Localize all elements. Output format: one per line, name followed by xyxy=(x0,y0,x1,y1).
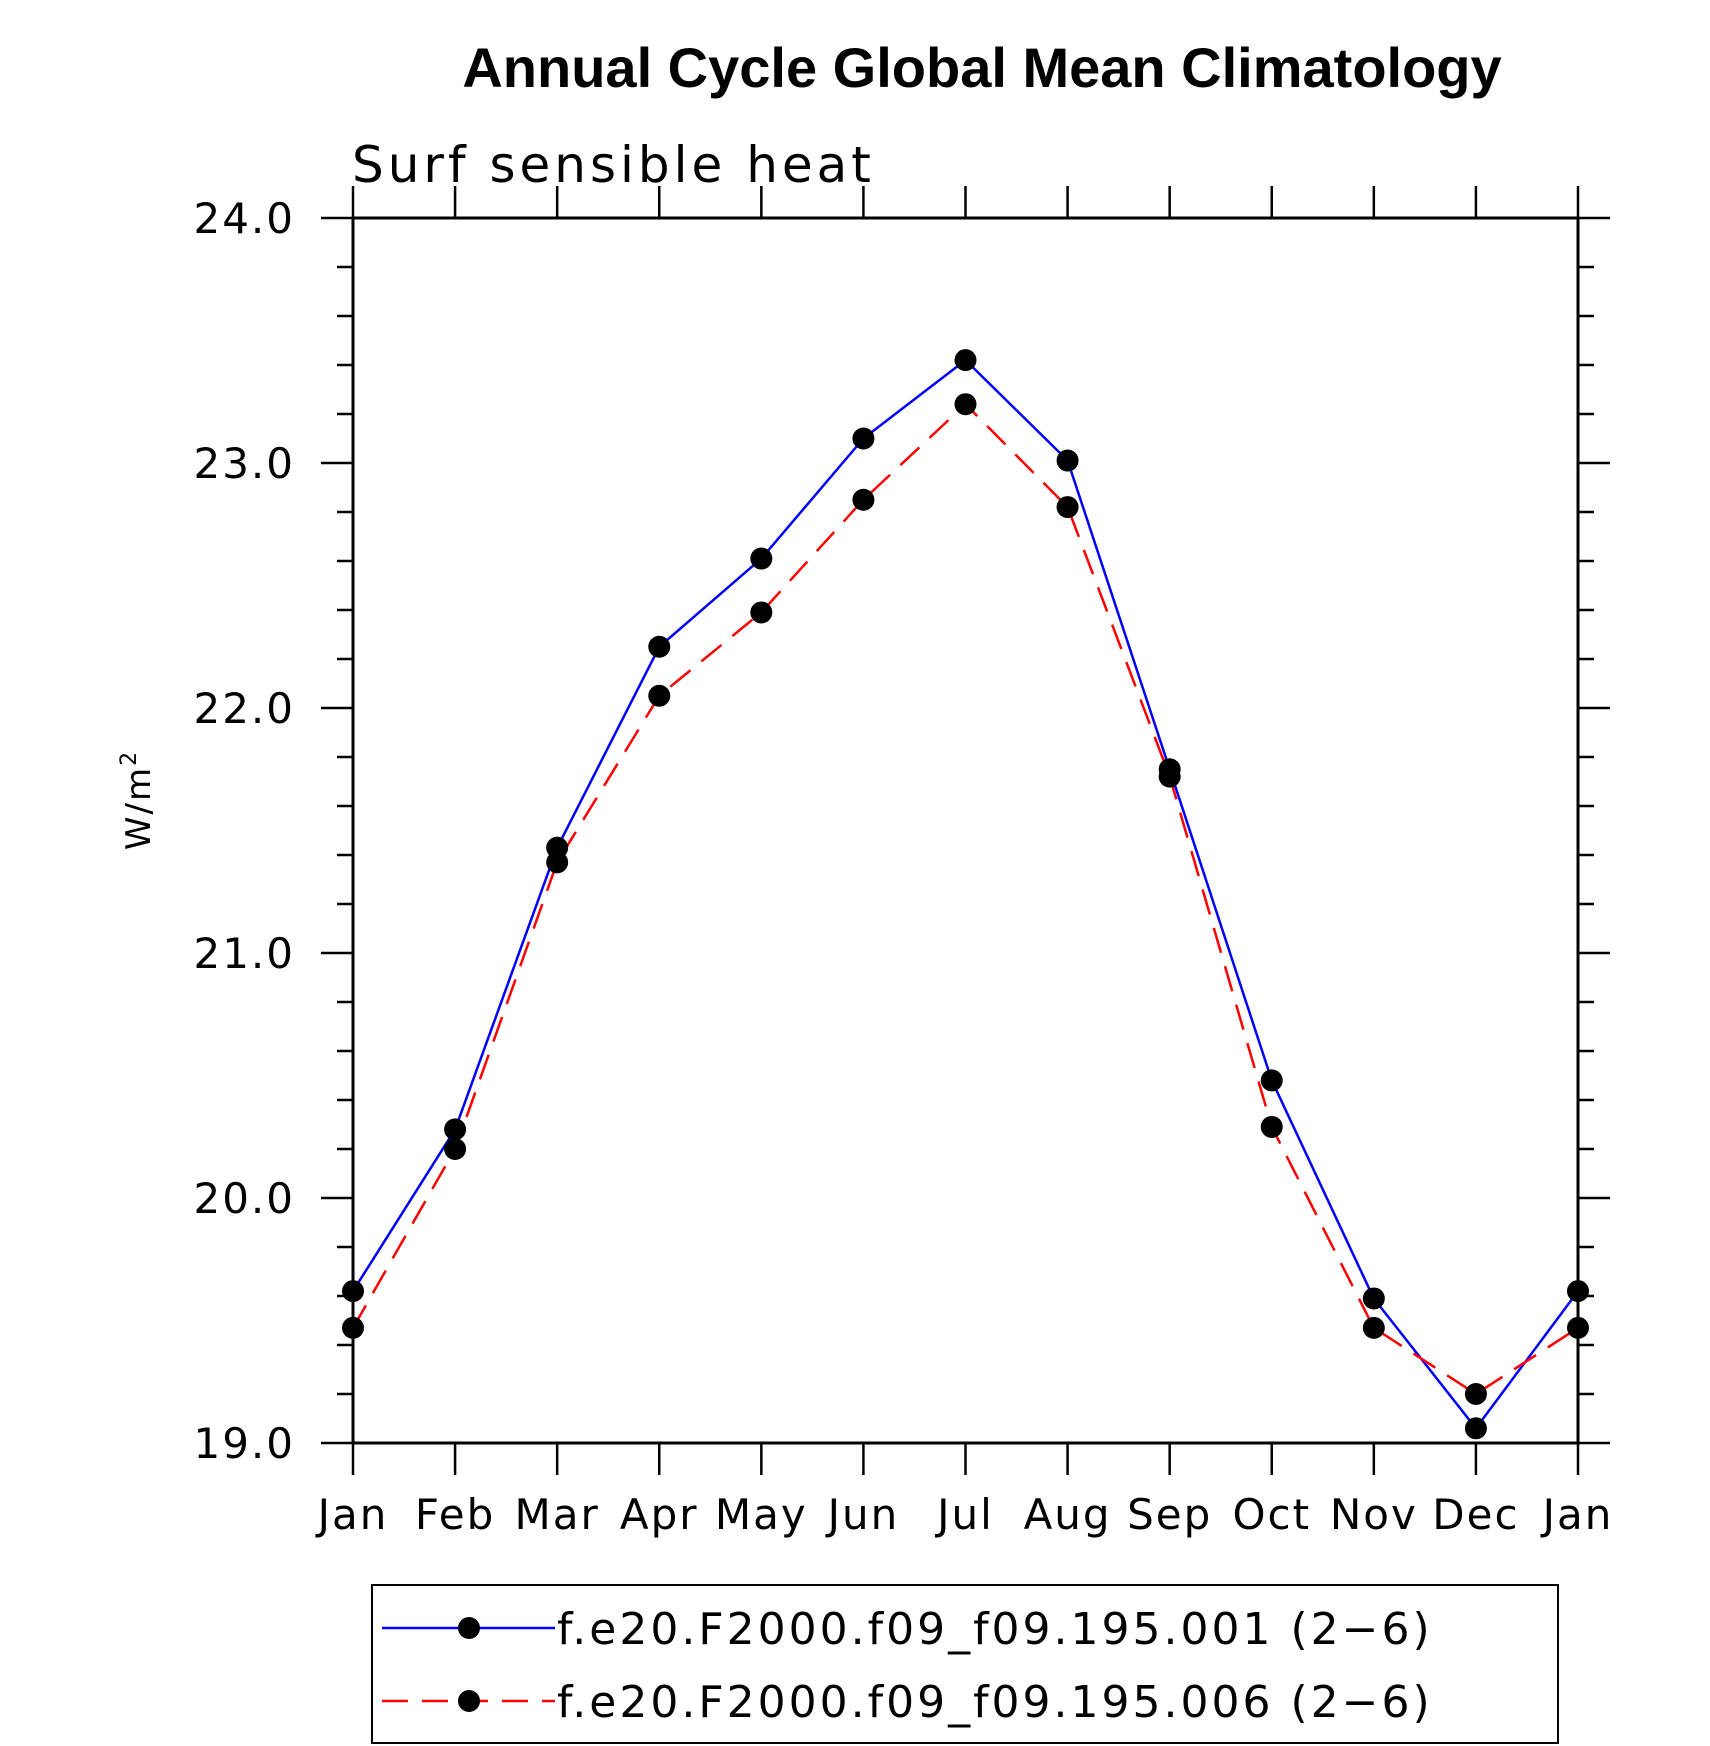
x-tick-label: Feb xyxy=(415,1490,495,1539)
x-tick-label: Sep xyxy=(1127,1490,1212,1539)
x-tick-label: Apr xyxy=(620,1490,699,1539)
series-2-point xyxy=(444,1138,467,1160)
series-1-point xyxy=(1260,1069,1283,1092)
y-tick-label: 24.0 xyxy=(193,194,295,243)
series-markers xyxy=(342,349,1589,1440)
legend-box xyxy=(371,1584,1559,1744)
series-1-point xyxy=(444,1118,467,1141)
series-2-point xyxy=(1260,1115,1283,1138)
x-tick-label: Aug xyxy=(1024,1490,1112,1539)
y-tick-label: 23.0 xyxy=(193,439,295,488)
series-1-point xyxy=(1362,1287,1385,1310)
chart-title: Annual Cycle Global Mean Climatology xyxy=(462,36,1501,99)
x-tick-label: Jun xyxy=(825,1490,900,1539)
series-1-point xyxy=(1567,1280,1589,1303)
series-line-1 xyxy=(351,358,1580,1430)
x-tick-label: Nov xyxy=(1330,1490,1418,1539)
series-1-point xyxy=(342,1280,364,1303)
series-2-point xyxy=(1056,496,1079,519)
series-2-point xyxy=(1567,1316,1589,1339)
legend-marker-1 xyxy=(458,1617,480,1639)
x-tick-label: May xyxy=(715,1490,808,1539)
x-tick-label: Mar xyxy=(515,1490,600,1539)
x-tick-label: Dec xyxy=(1432,1490,1519,1539)
x-tick-label: Jan xyxy=(315,1490,389,1539)
legend-label-1: f.e20.F2000.f09_f09.195.001 (2−6) xyxy=(557,1604,1433,1655)
series-lines xyxy=(351,358,1580,1430)
series-2-point xyxy=(648,684,671,707)
y-tick-label: 21.0 xyxy=(193,929,295,978)
series-1-point xyxy=(954,349,977,372)
legend-label-2: f.e20.F2000.f09_f09.195.006 (2−6) xyxy=(557,1677,1433,1728)
y-axis-label-units: W/m xyxy=(119,766,159,850)
series-1-point xyxy=(750,547,773,570)
series-2-point xyxy=(1362,1316,1385,1339)
legend: f.e20.F2000.f09_f09.195.001 (2−6) f.e20.F… xyxy=(371,1584,1559,1744)
series-2-point xyxy=(1464,1383,1487,1405)
x-tick-label: Oct xyxy=(1232,1490,1311,1539)
y-tick-label: 22.0 xyxy=(193,684,295,733)
y-tick-label: 19.0 xyxy=(193,1419,295,1468)
series-2-point xyxy=(954,393,977,416)
series-1-point xyxy=(852,427,875,450)
y-axis-label: W/m2 xyxy=(117,750,159,850)
series-1-point xyxy=(1464,1417,1487,1440)
y-axis-label-superscript: 2 xyxy=(117,750,142,766)
y-tick-label: 20.0 xyxy=(193,1174,295,1223)
series-1-point xyxy=(648,635,671,658)
series-1-point xyxy=(1056,449,1079,472)
series-2-point xyxy=(1158,765,1181,788)
chart-subtitle: Surf sensible heat xyxy=(352,136,875,194)
x-tick-label: Jan xyxy=(1540,1490,1614,1539)
x-tick-label: Jul xyxy=(934,1490,994,1539)
series-2-point xyxy=(750,601,773,624)
series-2-point xyxy=(852,488,875,511)
series-2-point xyxy=(546,851,569,874)
series-2-point xyxy=(342,1316,364,1339)
series-line-2 xyxy=(351,402,1579,1396)
legend-marker-2 xyxy=(458,1690,480,1712)
axes: 19.0 20.0 21.0 22.0 23.0 24.0 Jan Feb Mar Apr May J… xyxy=(193,186,1614,1539)
